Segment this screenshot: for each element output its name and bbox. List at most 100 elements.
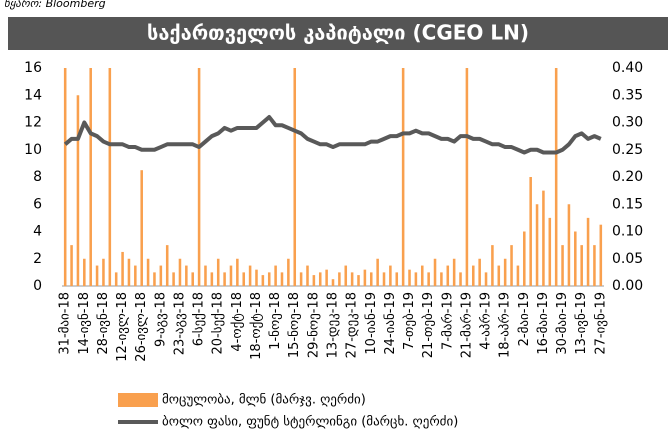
bar	[472, 265, 475, 286]
bar	[108, 68, 112, 286]
bar	[210, 272, 214, 286]
bar	[242, 272, 246, 286]
legend-swatch	[118, 393, 158, 407]
x-tick-label: 16-მაი-19	[536, 292, 551, 355]
bar	[357, 275, 360, 286]
x-tick-label: 23-აგვ-18	[172, 292, 187, 355]
bar	[76, 95, 80, 286]
y2-tick-label: 0.00	[612, 278, 643, 294]
bar	[535, 204, 539, 286]
y-tick-label: 12	[24, 115, 42, 131]
bar	[153, 272, 156, 286]
x-tick-label: 28-ივნ-18	[96, 292, 111, 355]
legend-label: ბოლო ფასი, ფუნტ სტერლინგი (მარცხ. ღერძი)	[162, 415, 458, 430]
bar	[165, 245, 169, 286]
bar	[548, 217, 552, 286]
bar	[280, 272, 284, 286]
bar	[216, 258, 220, 286]
bar	[146, 258, 150, 286]
x-tick-label: 30-მაი-19	[555, 292, 570, 355]
bar	[299, 272, 303, 286]
bar	[127, 258, 131, 286]
bar	[484, 272, 488, 286]
y-tick-label: 2	[33, 251, 42, 267]
bar	[561, 245, 564, 286]
bar	[395, 272, 399, 286]
bar	[478, 258, 481, 286]
bar	[599, 224, 603, 286]
bar	[446, 265, 450, 286]
bar	[440, 272, 443, 286]
bar	[255, 269, 258, 286]
bar	[70, 245, 73, 286]
x-tick-label: 4-ოქტ-18	[230, 292, 245, 352]
bar	[593, 245, 596, 286]
bar	[452, 258, 456, 286]
bar	[223, 272, 226, 286]
x-tick-label: 21-მარ-19	[459, 292, 474, 358]
bar	[325, 269, 328, 286]
bar	[433, 258, 437, 286]
bar	[491, 245, 494, 286]
x-tick-label: 31-მაი-18	[58, 292, 73, 355]
bar	[574, 231, 577, 286]
bar	[185, 265, 188, 286]
bar	[465, 68, 469, 286]
x-tick-label: 18-აპრ-19	[498, 292, 513, 358]
bar	[567, 204, 571, 286]
x-tick-label: 24-იან-19	[383, 292, 398, 355]
bar	[554, 68, 558, 286]
bar	[389, 265, 392, 286]
x-tick-label: 13-დეკ-18	[326, 292, 341, 358]
x-tick-label: 18-ოქტ-18	[249, 292, 264, 360]
y2-tick-label: 0.30	[612, 115, 643, 131]
bar	[586, 217, 590, 286]
y-tick-label: 16	[24, 60, 42, 76]
y2-tick-label: 0.20	[612, 169, 643, 185]
bar	[363, 269, 367, 286]
x-tick-label: 2-მაი-19	[517, 292, 532, 346]
x-tick-label: 29-ნოე-18	[306, 292, 321, 358]
bar	[459, 272, 462, 286]
bar	[293, 68, 297, 286]
bar	[344, 265, 348, 286]
bar	[134, 265, 137, 286]
x-tick-label: 9-აგვ-18	[153, 292, 168, 347]
x-tick-label: 12-ივლ-18	[115, 292, 130, 362]
x-tick-label: 10-იან-19	[364, 292, 379, 355]
y2-tick-label: 0.25	[612, 142, 643, 158]
bar	[287, 258, 290, 286]
bar	[248, 265, 252, 286]
bar	[236, 258, 239, 286]
x-tick-label: 14-ივნ-18	[77, 292, 92, 355]
bar	[267, 272, 271, 286]
x-tick-label: 1-ნოე-18	[268, 292, 283, 350]
bar	[89, 68, 92, 286]
chart-title: საქართველოს კაპიტალი (CGEO LN)	[147, 21, 529, 45]
bar	[369, 272, 373, 286]
bar	[159, 265, 163, 286]
y-tick-label: 14	[24, 87, 42, 103]
bar	[95, 265, 99, 286]
bar	[306, 265, 309, 286]
y-tick-label: 10	[24, 142, 42, 158]
bar	[331, 279, 335, 286]
bar	[318, 272, 322, 286]
y2-tick-label: 0.15	[612, 196, 643, 212]
bar	[401, 68, 405, 286]
bar	[580, 245, 583, 286]
bar	[102, 258, 105, 286]
title-bar	[8, 17, 668, 50]
y-tick-label: 8	[33, 169, 42, 185]
bar	[516, 265, 520, 286]
bar	[274, 265, 277, 286]
x-tick-label: 4-აპრ-19	[479, 292, 494, 350]
bar	[408, 269, 411, 286]
y-tick-label: 6	[33, 196, 42, 212]
bar	[376, 258, 379, 286]
y2-tick-label: 0.10	[612, 224, 643, 240]
bar	[261, 275, 265, 286]
bar	[510, 245, 513, 286]
x-tick-label: 6-სექ-18	[192, 292, 207, 346]
bar	[382, 272, 386, 286]
